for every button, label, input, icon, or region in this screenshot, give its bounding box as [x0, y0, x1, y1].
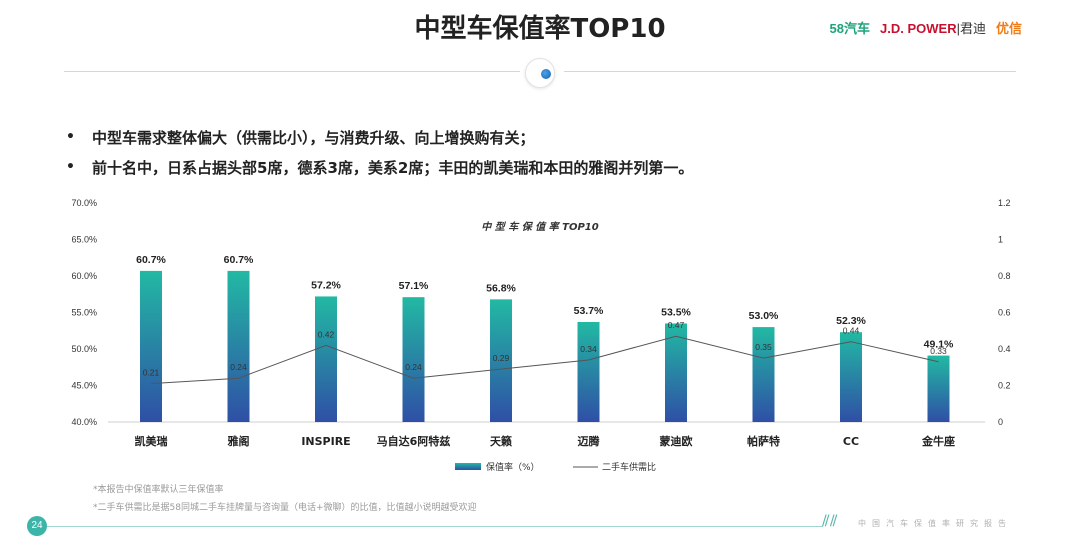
bar [752, 327, 775, 422]
bar-value-label: 49.1% [924, 339, 954, 351]
y-right-tick-label: 0.8 [998, 271, 1011, 281]
bar [315, 296, 337, 422]
y-left-tick-label: 40.0% [71, 417, 97, 427]
y-left-tick-label: 65.0% [71, 235, 97, 245]
page-number: 24 [27, 516, 47, 536]
footnote: *本报告中保值率默认三年保值率 [93, 485, 224, 495]
logo-58-car: 58汽车 [829, 21, 871, 36]
line-value-label: 0.29 [493, 353, 510, 363]
bar [665, 323, 687, 422]
y-left-tick-label: 55.0% [71, 308, 97, 318]
y-right-tick-label: 0.6 [998, 308, 1011, 318]
y-right-tick-label: 0 [998, 417, 1003, 427]
logo-jundi-text: |君迪 [956, 21, 986, 36]
supply-demand-line [150, 335, 939, 385]
logo-jd-power-text: J.D. POWER [880, 21, 957, 36]
bullet-marker: • [66, 129, 75, 145]
y-left-tick-label: 50.0% [71, 344, 97, 354]
bar [140, 270, 162, 422]
logo-jd-power: J.D. POWER|君迪 [880, 18, 986, 37]
bar-value-label: 52.3% [836, 315, 866, 327]
line-value-label: 0.47 [668, 320, 685, 330]
bullet-item: • 中型车需求整体偏大（供需比小），与消费升级、向上增换购有关； [66, 122, 693, 152]
bar [227, 270, 250, 422]
line-value-label: 0.35 [755, 342, 772, 352]
bar-value-label: 56.8% [486, 282, 516, 294]
y-left-tick-label: 70.0% [71, 198, 97, 208]
x-tick-label: 金牛座 [921, 434, 955, 448]
chart-title: 中 型 车 保 值 率 TOP10 [481, 221, 598, 233]
logo-youxin: 优信 [995, 21, 1022, 36]
header-circle-ornament [525, 58, 555, 88]
header-divider-right [564, 71, 1016, 72]
bullet-text: 中型车需求整体偏大（供需比小），与消费升级、向上增换购有关； [92, 128, 535, 147]
line-value-label: 0.42 [318, 329, 335, 339]
bar-value-label: 60.7% [136, 254, 166, 266]
bar-value-label: 57.2% [311, 279, 341, 291]
bar [840, 332, 862, 422]
circle-dot-icon [541, 69, 551, 79]
legend-bar-label: 保值率（%） [486, 461, 540, 473]
line-value-label: 0.24 [405, 362, 422, 372]
legend-bar-swatch [455, 463, 481, 470]
y-left-tick-label: 45.0% [71, 381, 97, 391]
x-tick-label: CC [843, 435, 859, 448]
bar [577, 321, 600, 422]
page-title: 中型车保值率TOP10 [414, 14, 666, 44]
footer-line [47, 526, 823, 527]
bullet-marker: • [66, 159, 75, 175]
x-tick-label: 马自达6阿特兹 [377, 434, 451, 448]
footnote: *二手车供需比是据58同城二手车挂牌量与咨询量（电话+微聊）的比值，比值越小说明… [93, 503, 477, 513]
logo-group: 58汽车 J.D. POWER|君迪 优信 [830, 18, 1022, 37]
bullet-item: • 前十名中，日系占据头部5席，德系3席，美系2席；丰田的凯美瑞和本田的雅阁并列… [66, 152, 693, 182]
y-right-tick-label: 1.2 [998, 198, 1011, 208]
legend-line-label: 二手车供需比 [602, 461, 656, 473]
y-right-tick-label: 1 [998, 235, 1003, 245]
line-value-label: 0.33 [930, 346, 947, 356]
line-value-label: 0.21 [143, 368, 160, 378]
line-value-label: 0.44 [843, 326, 860, 336]
x-tick-label: 雅阁 [228, 434, 250, 448]
x-tick-label: 凯美瑞 [135, 434, 168, 448]
x-tick-label: INSPIRE [301, 435, 350, 448]
bar-value-label: 53.0% [749, 310, 779, 322]
bar-value-label: 57.1% [399, 280, 429, 292]
bullet-text: 前十名中，日系占据头部5席，德系3席，美系2席；丰田的凯美瑞和本田的雅阁并列第一… [92, 158, 694, 177]
bar [927, 355, 950, 422]
bullet-list: • 中型车需求整体偏大（供需比小），与消费升级、向上增换购有关； • 前十名中，… [66, 122, 693, 182]
y-left-tick-label: 60.0% [71, 271, 97, 281]
x-tick-label: 蒙迪欧 [660, 434, 693, 448]
x-tick-label: 帕萨特 [747, 434, 780, 448]
line-value-label: 0.24 [230, 362, 247, 372]
footer-tagline: 中国汽车保值率研究报告 [858, 519, 1012, 528]
header-divider-left [64, 71, 520, 72]
x-tick-label: 天籁 [490, 434, 512, 448]
x-tick-label: 迈腾 [578, 434, 601, 448]
line-value-label: 0.34 [580, 344, 597, 354]
bar [490, 299, 512, 422]
footer-slash-icon: // // [822, 513, 837, 529]
y-right-tick-label: 0.4 [998, 344, 1011, 354]
bar-value-label: 60.7% [224, 254, 254, 266]
bar-value-label: 53.7% [574, 305, 604, 317]
y-right-tick-label: 0.2 [998, 381, 1011, 391]
bar-value-label: 53.5% [661, 306, 691, 318]
bar [402, 297, 425, 422]
